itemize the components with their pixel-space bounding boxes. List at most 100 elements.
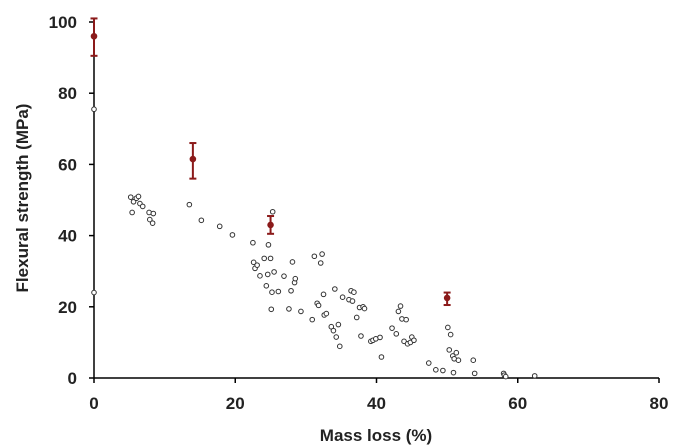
data-point <box>351 289 357 296</box>
x-tick-label: 0 <box>89 394 98 413</box>
mean-point <box>267 221 274 229</box>
data-point <box>286 306 292 312</box>
data-point <box>268 306 275 313</box>
data-point <box>250 239 256 246</box>
mean-point <box>443 294 451 302</box>
data-point <box>335 321 342 328</box>
x-tick-label: 60 <box>508 394 527 413</box>
error-bar-point <box>443 291 451 307</box>
data-point <box>288 287 294 294</box>
data-point <box>261 255 268 262</box>
data-point <box>264 271 271 278</box>
y-axis-ticks: 0 20 40 60 80 100 <box>49 13 94 388</box>
data-point <box>257 273 263 279</box>
y-axis-title: Flexural strength (MPa) <box>13 104 32 293</box>
plot-area: 0 20 40 60 80 100 0 20 40 60 80 <box>49 13 669 413</box>
data-point <box>397 303 404 309</box>
data-point <box>425 360 432 366</box>
data-point <box>130 198 137 205</box>
data-point <box>339 294 346 300</box>
y-tick-label: 100 <box>49 13 77 32</box>
scatter-points <box>91 106 538 380</box>
data-point <box>216 223 223 230</box>
data-point <box>393 331 400 337</box>
data-point <box>395 308 402 315</box>
x-tick-label: 20 <box>226 394 245 413</box>
y-tick-label: 20 <box>58 298 77 317</box>
data-point <box>378 354 385 360</box>
data-point <box>411 337 417 344</box>
mean-point <box>90 32 98 40</box>
data-point <box>315 302 322 309</box>
data-point <box>349 298 356 304</box>
x-tick-label: 40 <box>367 394 386 413</box>
data-point <box>445 324 451 331</box>
data-point <box>311 253 318 260</box>
mean-point <box>189 155 197 163</box>
data-point <box>446 347 453 353</box>
data-point <box>198 217 205 224</box>
data-point <box>265 242 272 248</box>
error-bar-point <box>267 215 275 235</box>
data-point <box>269 208 276 215</box>
data-point <box>289 259 296 265</box>
data-point <box>389 325 395 331</box>
data-point <box>275 288 282 295</box>
y-tick-label: 0 <box>68 369 77 388</box>
data-point <box>377 334 383 341</box>
data-point <box>263 282 270 289</box>
data-point <box>91 106 97 113</box>
data-point <box>447 331 454 338</box>
data-point <box>453 349 460 356</box>
data-point <box>149 220 156 226</box>
data-point <box>361 305 368 312</box>
data-point <box>229 232 236 238</box>
data-point <box>358 333 364 339</box>
x-axis-title: Mass loss (%) <box>320 426 432 445</box>
data-point <box>139 203 146 210</box>
data-point <box>470 357 477 364</box>
data-point <box>433 367 439 373</box>
data-point <box>471 370 478 377</box>
data-point <box>323 310 330 317</box>
data-point <box>332 286 338 292</box>
data-point <box>320 291 327 298</box>
data-point <box>298 308 304 315</box>
data-point <box>146 216 153 223</box>
data-point <box>455 357 462 364</box>
y-tick-label: 80 <box>58 84 77 103</box>
data-point <box>269 289 275 296</box>
data-point <box>450 369 457 376</box>
x-tick-label: 80 <box>650 394 669 413</box>
error-bar-point <box>189 142 197 180</box>
y-tick-label: 40 <box>58 227 77 246</box>
data-point <box>267 255 274 262</box>
data-point <box>150 210 157 217</box>
y-tick-label: 60 <box>58 155 77 174</box>
data-point <box>336 343 343 350</box>
data-point <box>91 289 97 296</box>
data-point <box>271 269 277 275</box>
data-point <box>254 262 260 268</box>
data-point <box>502 373 509 380</box>
data-point <box>531 373 538 379</box>
data-point <box>440 367 446 374</box>
data-point <box>333 334 340 340</box>
data-point <box>403 316 409 323</box>
data-point <box>281 273 287 279</box>
error-bar-point <box>90 17 98 57</box>
data-point <box>135 193 142 200</box>
data-point <box>127 194 134 200</box>
data-point <box>317 260 324 266</box>
data-point <box>330 327 337 334</box>
error-bar-points <box>90 17 451 307</box>
data-point <box>292 275 299 282</box>
data-point <box>250 259 257 266</box>
x-axis-ticks: 0 20 40 60 80 <box>89 378 668 413</box>
data-point <box>319 251 325 257</box>
data-point <box>129 209 135 216</box>
data-point <box>353 314 360 321</box>
data-point <box>309 316 316 323</box>
data-point <box>186 201 193 208</box>
